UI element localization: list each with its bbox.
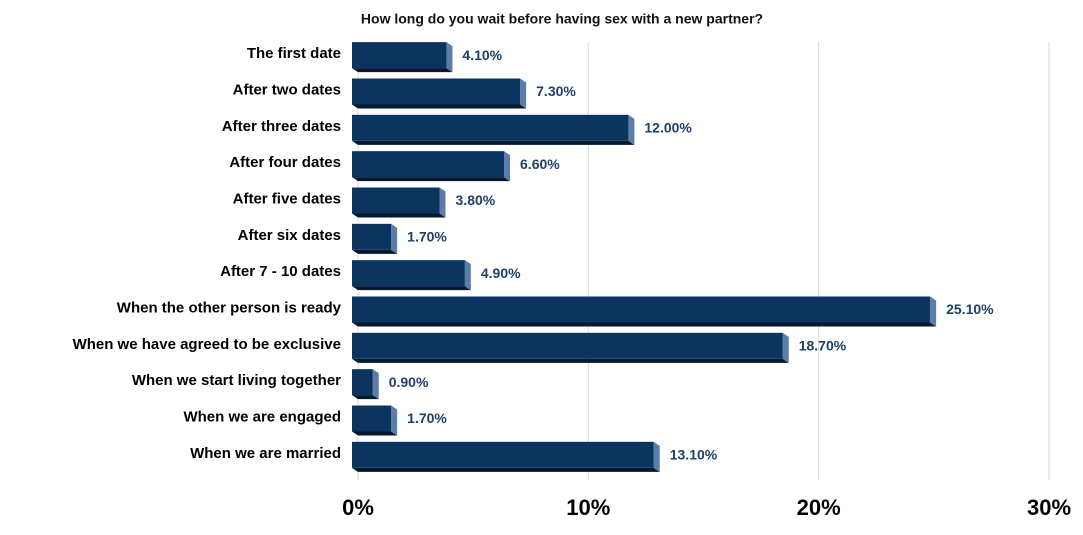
bar-face (352, 114, 629, 141)
bar-face (352, 140, 635, 145)
x-tick-label: 10% (566, 495, 610, 520)
bar-face (352, 249, 398, 254)
bar-face (352, 223, 392, 250)
bar-face (352, 104, 527, 109)
bar-face (653, 441, 660, 472)
bar (352, 296, 937, 327)
y-tick-label: After six dates (238, 227, 341, 244)
bar-face (352, 177, 511, 182)
bar (352, 42, 453, 73)
bar (352, 78, 527, 109)
y-tick-label: After two dates (233, 81, 341, 98)
bar-face (352, 405, 392, 432)
value-label: 4.90% (481, 265, 521, 281)
bar (352, 405, 398, 436)
bar-face (391, 223, 398, 254)
bar-face (372, 369, 379, 400)
value-label: 18.70% (799, 338, 847, 354)
bar-face (352, 322, 937, 327)
bar-face (352, 369, 373, 396)
bar-face (352, 358, 789, 363)
bar-face (352, 467, 660, 472)
bar-face (352, 187, 440, 214)
x-tick-label: 30% (1027, 495, 1071, 520)
bar-face (352, 332, 783, 359)
value-label: 1.70% (407, 229, 447, 245)
y-tick-label: After five dates (233, 190, 341, 207)
chart-title: How long do you wait before having sex w… (361, 11, 763, 27)
bar-face (446, 42, 453, 73)
x-tick-label: 20% (797, 495, 841, 520)
value-label: 4.10% (462, 47, 502, 63)
bar-face (391, 405, 398, 436)
y-tick-label: When we are married (190, 445, 341, 462)
value-label: 12.00% (644, 120, 692, 136)
y-tick-label: After three dates (222, 118, 341, 135)
bar-face (520, 78, 527, 109)
value-label: 7.30% (536, 83, 576, 99)
y-tick-label: After four dates (229, 154, 341, 171)
bar-face (352, 42, 447, 69)
value-label: 13.10% (670, 447, 718, 463)
bar (352, 187, 446, 218)
y-tick-label: The first date (247, 45, 341, 62)
bar (352, 151, 511, 182)
y-tick-label: When we have agreed to be exclusive (73, 336, 341, 353)
y-tick-label: After 7 - 10 dates (220, 263, 341, 280)
bar-face (782, 332, 789, 363)
value-label: 25.10% (946, 301, 994, 317)
bar-face (352, 441, 654, 468)
bar (352, 441, 660, 472)
y-tick-label: When the other person is ready (117, 299, 342, 316)
bar (352, 369, 379, 400)
bar-face (464, 260, 471, 291)
value-label: 6.60% (520, 156, 560, 172)
y-tick-label: When we are engaged (183, 408, 341, 425)
bar-face (352, 296, 931, 323)
bar-face (352, 395, 379, 400)
bar-face (352, 78, 521, 105)
bar-face (628, 114, 635, 145)
bar-face (352, 260, 465, 287)
value-label: 1.70% (407, 410, 447, 426)
value-label: 0.90% (389, 374, 429, 390)
bar (352, 114, 635, 145)
bar-face (352, 151, 505, 178)
y-tick-label: When we start living together (132, 372, 341, 389)
bar-face (352, 431, 398, 436)
value-label: 3.80% (456, 192, 496, 208)
bar-face (352, 286, 471, 291)
bar (352, 260, 471, 291)
bar-face (930, 296, 937, 327)
bar-face (504, 151, 511, 182)
bar (352, 332, 789, 363)
x-tick-label: 0% (342, 495, 374, 520)
bar-face (439, 187, 446, 218)
bar-face (352, 68, 453, 73)
bar-face (352, 213, 446, 218)
bar (352, 223, 398, 254)
